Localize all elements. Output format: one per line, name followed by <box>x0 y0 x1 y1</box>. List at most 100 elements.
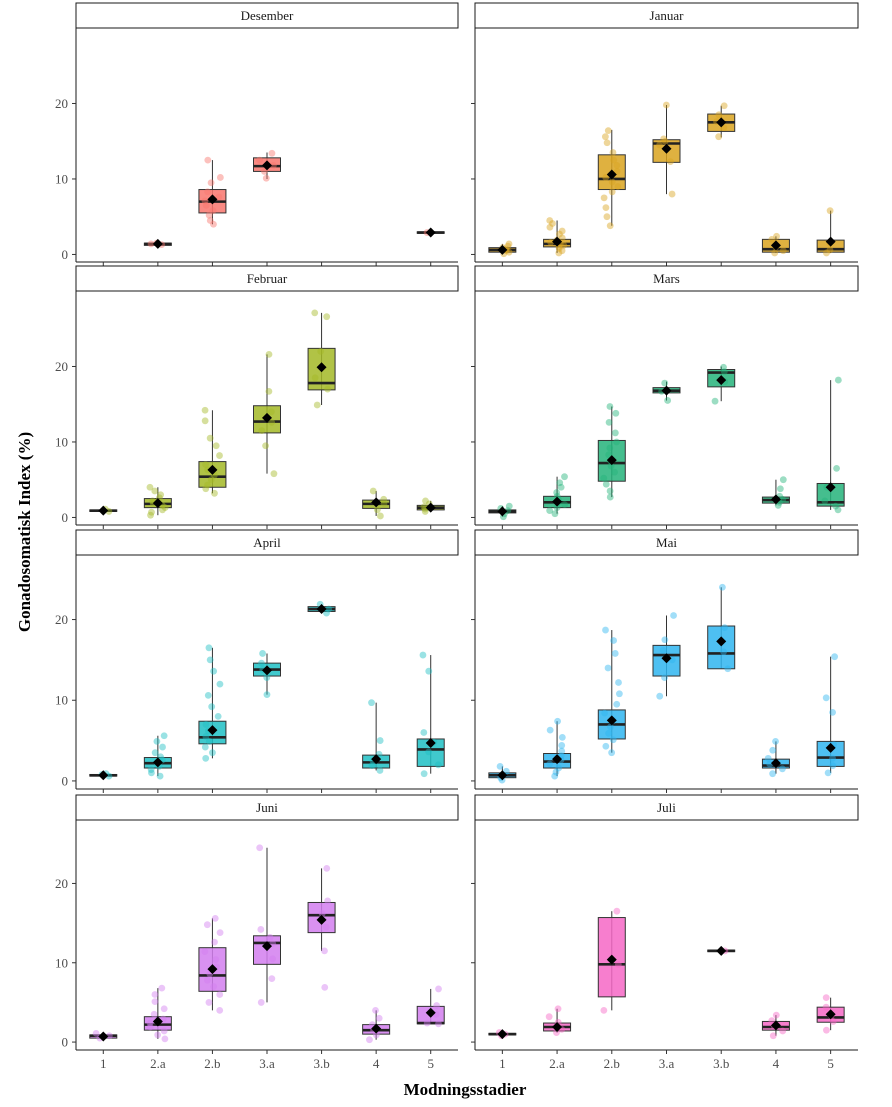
data-point <box>557 483 565 491</box>
data-point <box>311 309 319 317</box>
x-tick-label: 4 <box>773 1056 780 1071</box>
data-point <box>325 605 333 613</box>
data-point <box>373 506 381 514</box>
data-point <box>553 489 561 496</box>
data-point <box>601 709 609 717</box>
box-mai-4 <box>761 737 790 778</box>
mean-marker <box>371 1023 382 1034</box>
data-point <box>151 991 159 998</box>
data-point <box>832 502 840 510</box>
box-april-5 <box>416 651 445 778</box>
data-point <box>558 227 566 235</box>
box-januar-4 <box>761 232 790 257</box>
data-point <box>824 769 832 777</box>
data-point <box>715 133 723 141</box>
mean-marker <box>316 914 327 925</box>
box-mai-1 <box>488 763 517 784</box>
data-point <box>551 772 559 780</box>
data-point <box>216 680 224 688</box>
data-point <box>204 156 212 164</box>
data-point <box>768 1017 776 1025</box>
data-point <box>212 956 220 963</box>
mean-marker <box>661 653 672 664</box>
data-point <box>435 985 442 993</box>
data-point <box>376 767 384 774</box>
box-juni-4 <box>362 1006 391 1044</box>
data-point <box>376 737 384 744</box>
mean-marker <box>425 738 436 749</box>
data-point <box>211 938 218 946</box>
data-point <box>160 1027 168 1035</box>
data-point <box>546 726 554 734</box>
data-point <box>151 487 159 495</box>
mean-marker <box>770 240 781 251</box>
mean-marker <box>770 1020 781 1031</box>
data-point <box>92 1029 100 1037</box>
mean-marker <box>606 954 617 965</box>
panel-juli: Juli 1 2.a 2.b 3.a 3.b 4 5 <box>471 794 859 1071</box>
data-point <box>202 754 210 762</box>
data-point <box>607 723 614 731</box>
data-point <box>773 232 780 240</box>
strip-title: Mai <box>656 535 677 550</box>
data-point <box>768 235 776 243</box>
data-point <box>720 102 728 110</box>
strip-header <box>474 265 859 292</box>
data-point <box>769 770 777 778</box>
y-tick-label: 0 <box>62 247 69 262</box>
box-februar-4 <box>362 487 391 520</box>
x-tick-label: 3.b <box>713 1056 729 1071</box>
data-point <box>376 512 384 520</box>
x-tick-label: 1 <box>100 1056 107 1071</box>
data-point <box>420 503 428 511</box>
data-point <box>206 217 214 224</box>
data-point <box>147 240 155 248</box>
x-tick-label: 5 <box>827 1056 834 1071</box>
box-juni-3b <box>307 864 336 991</box>
data-point <box>161 1035 169 1043</box>
mean-marker <box>716 375 727 386</box>
data-point <box>769 1032 777 1040</box>
data-point <box>558 742 566 749</box>
box-desember-2a <box>143 238 172 249</box>
data-point <box>311 374 319 382</box>
data-point <box>766 760 774 768</box>
data-point <box>380 495 388 503</box>
data-point <box>779 765 786 773</box>
box-juli-2b <box>597 907 626 1014</box>
box-juli-5 <box>816 994 845 1034</box>
data-point <box>423 1019 431 1027</box>
y-tick-label: 0 <box>62 1035 69 1050</box>
mean-marker <box>316 362 327 373</box>
mean-marker <box>98 1031 109 1042</box>
mean-marker <box>716 945 727 956</box>
data-point <box>552 768 560 776</box>
data-point <box>201 406 209 414</box>
data-point <box>151 998 159 1006</box>
data-point <box>202 201 210 209</box>
box-april-2a <box>143 732 172 780</box>
data-point <box>558 234 566 242</box>
data-point <box>317 347 325 355</box>
box-juli-3b <box>707 945 736 956</box>
data-point <box>779 247 787 255</box>
data-point <box>201 417 209 425</box>
mean-marker <box>606 169 617 180</box>
data-point <box>604 127 612 135</box>
data-point <box>608 188 616 196</box>
data-point <box>546 223 554 231</box>
data-point <box>366 1036 373 1044</box>
data-point <box>831 653 839 661</box>
data-point <box>372 1006 379 1014</box>
panel-desember: Desember 0 10 20 <box>55 2 459 266</box>
mean-marker <box>425 1007 436 1018</box>
box-april-4 <box>362 699 391 774</box>
data-point <box>720 363 727 371</box>
box-mars-2a <box>543 473 572 518</box>
data-point <box>724 665 732 673</box>
box-april-2b <box>198 644 227 762</box>
box-mai-3b <box>707 583 736 673</box>
data-point <box>372 1031 380 1039</box>
y-tick-label: 10 <box>55 693 68 708</box>
